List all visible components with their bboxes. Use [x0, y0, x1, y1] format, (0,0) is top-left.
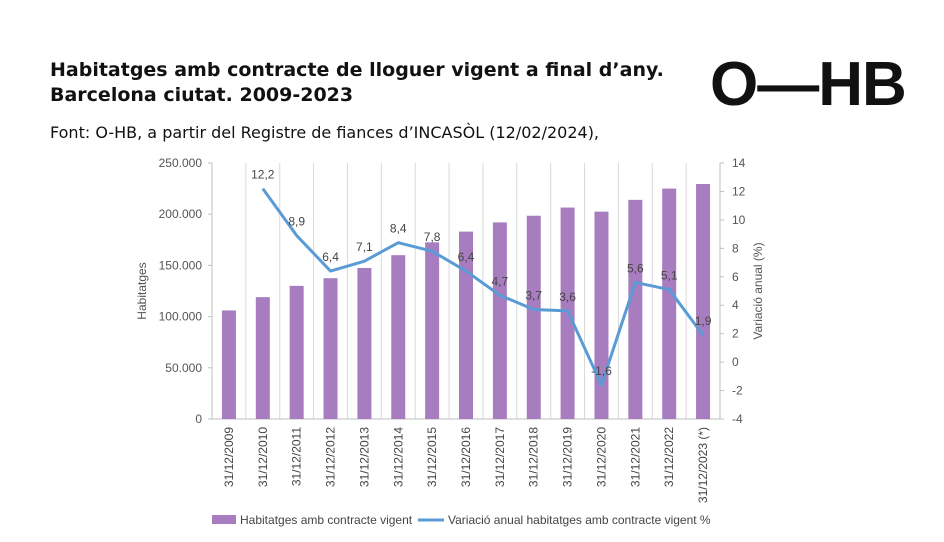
x-tick-label: 31/12/2013 [357, 427, 371, 487]
line-data-label: -1,6 [591, 364, 612, 378]
line-data-label: 1,9 [695, 314, 712, 328]
x-tick-label: 31/12/2020 [594, 427, 608, 487]
line-data-label: 12,2 [251, 168, 275, 182]
title-line-2: Barcelona ciutat. 2009-2023 [50, 84, 354, 106]
x-tick-label: 31/12/2023 (*) [696, 427, 710, 503]
source-note: Font: O-HB, a partir del Registre de fia… [50, 123, 600, 142]
x-tick-label: 31/12/2009 [222, 427, 236, 487]
x-tick-label: 31/12/2019 [561, 427, 575, 487]
x-tick-label: 31/12/2016 [459, 427, 473, 487]
bar [357, 267, 372, 419]
line-data-label: 8,4 [390, 222, 407, 236]
y2-tick-label: 12 [732, 184, 746, 198]
legend-bar-swatch [212, 515, 236, 524]
y2-tick-label: -4 [732, 412, 743, 426]
bar [255, 297, 270, 419]
y-tick-label: 200.000 [159, 207, 203, 221]
y2-tick-label: -2 [732, 384, 743, 398]
y-tick-label: 0 [195, 412, 202, 426]
line-data-label: 5,6 [627, 261, 644, 275]
bar [459, 231, 473, 419]
chart-title: Habitatges amb contracte de lloguer vige… [50, 58, 664, 108]
bar [696, 183, 711, 419]
x-tick-label: 31/12/2010 [256, 427, 270, 487]
bar [628, 199, 643, 419]
line-data-label: 6,4 [458, 250, 475, 264]
y2-axis-title: Variació anual (%) [751, 242, 765, 339]
line-data-label: 7,1 [356, 240, 373, 254]
line-data-label: 3,7 [525, 288, 542, 302]
title-line-1: Habitatges amb contracte de lloguer vige… [50, 59, 664, 81]
x-tick-label: 31/12/2014 [391, 427, 405, 487]
x-tick-label: 31/12/2017 [493, 427, 507, 487]
y-tick-label: 50.000 [165, 361, 202, 375]
x-tick-label: 31/12/2012 [324, 427, 338, 487]
bar [662, 188, 677, 419]
y2-tick-label: 4 [732, 298, 739, 312]
line-data-label: 8,9 [288, 215, 305, 229]
y2-tick-label: 0 [732, 355, 739, 369]
bar [492, 222, 507, 419]
line-data-label: 5,1 [661, 269, 678, 283]
bar [526, 215, 541, 419]
line-data-label: 7,8 [424, 230, 441, 244]
x-tick-label: 31/12/2021 [628, 427, 642, 487]
y2-tick-label: 6 [732, 270, 739, 284]
legend-line-label: Variació anual habitatges amb contracte … [448, 513, 711, 527]
bar [323, 278, 338, 419]
bar [594, 211, 609, 419]
y-tick-label: 250.000 [159, 156, 203, 170]
bar [289, 285, 304, 419]
x-tick-label: 31/12/2015 [425, 427, 439, 487]
y2-tick-label: 2 [732, 327, 739, 341]
y-tick-label: 100.000 [159, 310, 203, 324]
line-data-label: 4,7 [492, 274, 509, 288]
legend-bar-label: Habitatges amb contracte vigent [240, 513, 413, 527]
y-tick-label: 150.000 [159, 258, 203, 272]
y2-tick-label: 10 [732, 213, 746, 227]
ohb-logo: O—HB [710, 50, 907, 119]
x-tick-label: 31/12/2022 [662, 427, 676, 487]
line-data-label: 3,6 [559, 290, 576, 304]
bar [391, 255, 406, 419]
y2-tick-label: 8 [732, 241, 739, 255]
bar [221, 310, 236, 419]
line-data-label: 6,4 [322, 250, 339, 264]
line-series [261, 187, 705, 387]
bar [425, 242, 440, 419]
x-tick-label: 31/12/2011 [290, 427, 304, 486]
y2-tick-label: 14 [732, 156, 746, 170]
x-tick-label: 31/12/2018 [527, 427, 541, 487]
y-axis-title: Habitatges [135, 262, 149, 319]
